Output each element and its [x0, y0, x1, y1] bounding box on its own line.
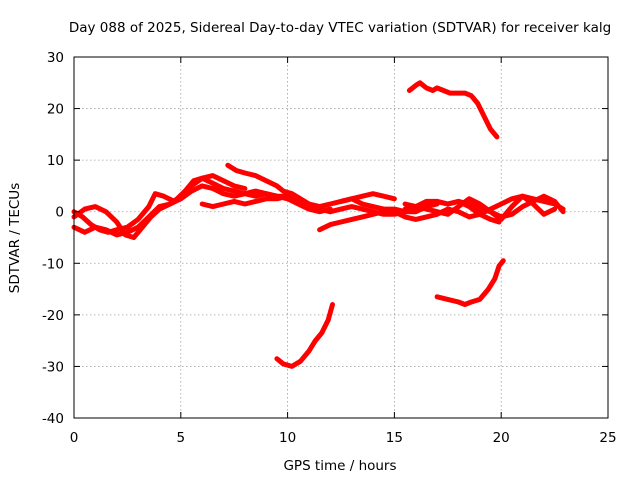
plot-frame — [73, 56, 609, 419]
x-tick-label: 10 — [279, 430, 296, 446]
series-trace-10 — [406, 80, 500, 140]
series-trace-12 — [274, 302, 335, 369]
x-tick-label: 15 — [386, 430, 403, 446]
x-tick-label: 25 — [599, 430, 616, 446]
y-tick-label: 10 — [47, 153, 64, 169]
series-trace-5 — [225, 162, 333, 215]
y-tick-label: 30 — [47, 50, 64, 66]
series-trace-11 — [434, 258, 506, 307]
series-layer — [71, 80, 566, 369]
y-tick-label: 0 — [55, 205, 64, 221]
y-tick-label: -10 — [42, 256, 64, 272]
series-trace-3 — [71, 173, 248, 240]
y-tick-label: 20 — [47, 102, 64, 118]
x-tick-label: 20 — [493, 430, 510, 446]
y-axis-label: SDTVAR / TECUs — [7, 183, 23, 293]
x-tick-label: 5 — [177, 430, 186, 446]
chart-title: Day 088 of 2025, Sidereal Day-to-day VTE… — [69, 20, 611, 36]
grid-layer — [74, 57, 608, 418]
y-tick-label: -20 — [42, 308, 64, 324]
series-trace-9 — [402, 198, 502, 225]
x-tick-label: 0 — [70, 430, 79, 446]
y-tick-label: -40 — [42, 411, 64, 427]
series-trace-8 — [402, 193, 558, 222]
y-tick-label: -30 — [42, 359, 64, 375]
x-axis-label: GPS time / hours — [283, 458, 396, 474]
tick-layer: 0 5 10 15 20 25 30 20 10 0 -10 -20 -30 -40 — [42, 50, 617, 446]
